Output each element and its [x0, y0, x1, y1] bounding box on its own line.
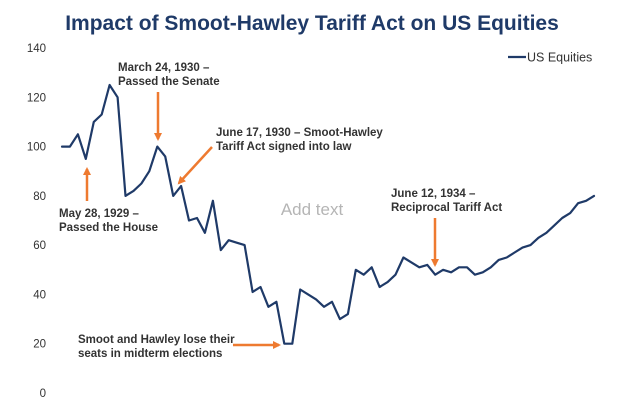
y-tick-label: 0 [40, 388, 46, 400]
y-tick-label: 100 [27, 142, 46, 154]
legend: US Equities [508, 51, 592, 65]
annotation-house-line-2: Passed the House [59, 222, 158, 234]
y-axis: 0 20 40 60 80 100 120 140 [27, 43, 46, 400]
series-line-us-equities [60, 83, 596, 345]
annotation-house: May 28, 1929 – Passed the House [59, 167, 158, 234]
series-group [60, 83, 596, 345]
annotation-midterm-line-1: Smoot and Hawley lose their [78, 334, 235, 346]
annotation-senate: March 24, 1930 – Passed the Senate [118, 62, 220, 141]
annotation-senate-line-2: Passed the Senate [118, 76, 220, 88]
annotation-reciprocal-line-1: June 12, 1934 – [391, 188, 476, 200]
y-tick-label: 40 [33, 289, 46, 301]
annotation-midterm-line-2: seats in midterm elections [78, 348, 222, 360]
add-text-placeholder[interactable]: Add text [281, 200, 344, 219]
annotation-reciprocal: June 12, 1934 – Reciprocal Tariff Act [391, 188, 502, 267]
annotation-reciprocal-line-2: Reciprocal Tariff Act [391, 202, 502, 214]
y-tick-label: 120 [27, 92, 46, 104]
chart-title: Impact of Smoot-Hawley Tariff Act on US … [65, 12, 559, 35]
y-tick-label: 60 [33, 240, 46, 252]
annotation-signed-line-2: Tariff Act signed into law [216, 141, 352, 153]
annotation-signed: June 17, 1930 – Smoot-Hawley Tariff Act … [177, 127, 383, 185]
annotation-house-line-1: May 28, 1929 – [59, 208, 140, 220]
y-tick-label: 140 [27, 43, 46, 55]
y-tick-label: 20 [33, 339, 46, 351]
annotation-midterm: Smoot and Hawley lose their seats in mid… [78, 334, 281, 360]
annotation-signed-arrow [177, 146, 213, 185]
y-tick-label: 80 [33, 191, 46, 203]
legend-label: US Equities [527, 51, 592, 65]
annotation-senate-line-1: March 24, 1930 – [118, 62, 210, 74]
annotation-signed-line-1: June 17, 1930 – Smoot-Hawley [216, 127, 383, 139]
